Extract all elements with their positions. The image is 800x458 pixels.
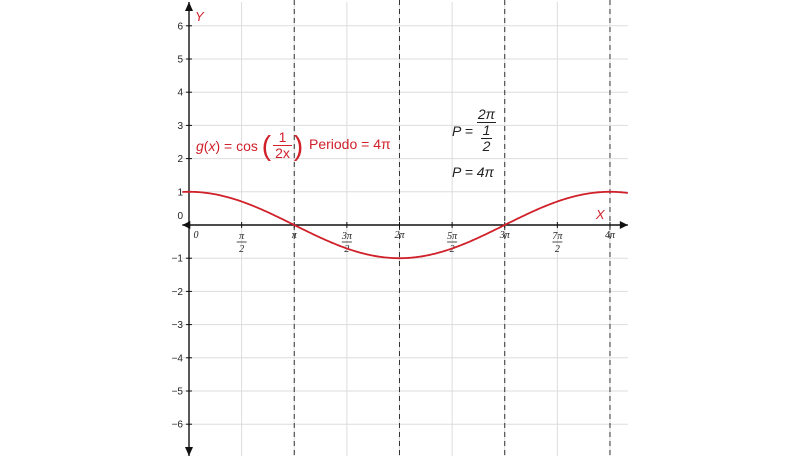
y-tick-label: 6 [177, 21, 183, 32]
x-tick-label-num: 3π [341, 231, 353, 242]
function-frac-den: 2x [273, 145, 292, 161]
y-axis-arrow-top [185, 2, 193, 11]
x-axis-arrow-right [619, 221, 628, 229]
y-tick-label: 4 [177, 88, 183, 99]
series [182, 190, 628, 260]
x-tick-label-num: 7π [552, 231, 563, 242]
period-den-num: 1 [482, 122, 491, 138]
y-tick-label: −5 [172, 387, 184, 398]
y-axis-arrow-bottom [185, 447, 193, 456]
function-var: x [208, 137, 216, 154]
y-tick-label: −1 [172, 254, 184, 265]
x-tick-label-den: 2 [239, 244, 244, 255]
x-tick-label-den: 2 [555, 244, 560, 255]
y-tick-label: −2 [172, 287, 184, 298]
grid [182, 2, 628, 456]
y-tick-label: −4 [172, 353, 184, 364]
period-den-den: 2 [480, 138, 493, 154]
period-result: P = 4π [452, 164, 494, 180]
x-tick-label-num: 5π [447, 231, 458, 242]
series-line [182, 190, 628, 260]
period-lhs: P = [452, 122, 473, 139]
y-tick-label: 0 [177, 211, 183, 222]
right-paren: ) [293, 129, 304, 161]
y-axis-label: Y [195, 9, 205, 24]
x-tick-label: 0 [194, 230, 199, 241]
left-paren: ( [261, 129, 272, 161]
y-tick-label: −3 [172, 320, 184, 331]
vertical-dashed-lines [293, 0, 611, 458]
y-tick-label: 5 [177, 55, 183, 66]
x-axis-label: X [595, 207, 606, 222]
x-tick-label-num: π [239, 231, 245, 242]
x-tick-label-den: 2 [450, 244, 455, 255]
y-tick-label: 1 [177, 187, 183, 198]
y-tick-label: 2 [177, 154, 183, 165]
period-label: Periodo = 4π [309, 136, 391, 152]
function-frac-num: 1 [278, 129, 287, 145]
period-formula: P = 2π 1 2 [452, 107, 499, 154]
y-tick-label: −6 [172, 420, 184, 431]
function-eq: = cos [224, 137, 258, 154]
x-tick-label-den: 2 [344, 244, 349, 255]
function-label: g(x) = cos (1 2x) [196, 129, 304, 161]
x-tick-label: 4π [605, 230, 616, 241]
x-tick-label: 2π [394, 230, 405, 241]
axes [182, 2, 628, 456]
function-name: g [196, 137, 204, 154]
period-num: 2π [477, 106, 496, 122]
x-tick-label: 3π [499, 230, 511, 241]
y-tick-label: 3 [177, 121, 183, 132]
x-tick-label: π [292, 230, 298, 241]
